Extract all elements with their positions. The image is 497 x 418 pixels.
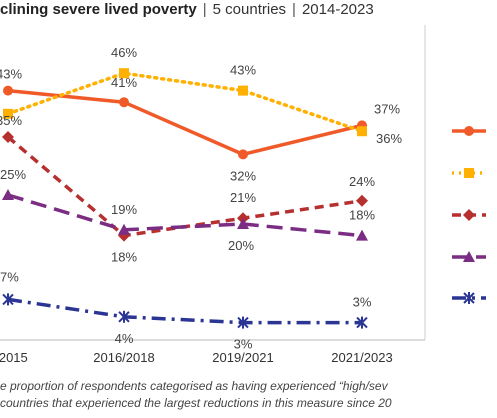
data-point-marker	[119, 97, 129, 108]
data-label: 46%	[111, 45, 137, 60]
axis-layer: 4/2015 2016/2018 2019/2021 2021/2023	[0, 25, 426, 365]
series-line	[6, 71, 364, 133]
x-tick-label: 4/2015	[0, 350, 28, 365]
series-line	[6, 135, 363, 238]
data-label: 41%	[111, 75, 137, 90]
data-point-marker	[356, 229, 368, 241]
data-point-marker	[2, 293, 14, 306]
data-label: 7%	[0, 269, 19, 284]
data-point-marker	[118, 310, 130, 323]
x-tick-label: 2021/2023	[331, 350, 392, 365]
data-point-marker	[464, 126, 474, 136]
data-label: 21%	[230, 190, 256, 205]
data-label: 3%	[234, 337, 253, 352]
subtitle-years: 2014-2023	[301, 1, 374, 18]
data-label: 43%	[230, 63, 256, 78]
caption-line-1: e proportion of respondents categorised …	[0, 379, 388, 393]
series-line	[7, 297, 362, 325]
series-1: 43% 41% 32% 37%	[0, 67, 400, 184]
data-point-marker	[3, 85, 13, 96]
data-point-marker	[238, 85, 248, 96]
title-text: clining severe lived poverty	[0, 1, 197, 18]
data-point-marker	[119, 68, 129, 79]
data-label: 37%	[374, 101, 400, 116]
caption-line-2: countries that experienced the largest r…	[0, 396, 392, 410]
data-label: 20%	[228, 238, 254, 253]
data-label: 3%	[353, 295, 372, 310]
legend-entry	[452, 251, 486, 262]
data-label: 24%	[349, 174, 375, 189]
title-separator: |	[292, 1, 296, 18]
legend-entry	[452, 168, 486, 178]
data-point-marker	[463, 209, 475, 221]
title-separator: |	[202, 1, 207, 18]
x-tick-label: 2019/2021	[212, 350, 273, 365]
data-point-marker	[3, 108, 13, 119]
series-3: 35% 18% 21% 24%	[0, 113, 375, 265]
data-label: 25%	[0, 167, 26, 182]
series-5: 7% 4% 3% 3%	[0, 269, 372, 351]
data-label: 43%	[0, 67, 22, 82]
series-layer: 43%41%32%37%46%43%36%35%18%21%24%25%19%2…	[0, 45, 402, 351]
data-point-marker	[2, 189, 14, 200]
legend	[452, 126, 486, 304]
series-2: 46% 43% 36%	[3, 45, 402, 146]
data-point-marker	[118, 223, 130, 235]
legend-entry	[452, 292, 486, 304]
data-point-marker	[238, 149, 248, 160]
chart-caption: e proportion of respondents categorised …	[0, 378, 497, 412]
series-line	[7, 88, 363, 157]
x-tick-label: 2016/2018	[93, 350, 154, 365]
data-label: 35%	[0, 113, 22, 128]
data-point-marker	[356, 316, 368, 329]
data-point-marker	[356, 194, 368, 207]
series-line	[7, 193, 363, 238]
data-point-marker	[2, 131, 14, 143]
data-point-marker	[463, 251, 475, 262]
legend-entry	[452, 126, 486, 136]
chart-title: clining severe lived poverty | 5 countries…	[0, 0, 497, 22]
data-point-marker	[357, 126, 367, 137]
subtitle-countries: 5 countries	[212, 1, 287, 18]
data-label: 18%	[111, 250, 137, 265]
legend-entry	[452, 209, 486, 221]
data-label: 36%	[376, 131, 402, 146]
data-label: 4%	[115, 331, 134, 346]
data-point-marker	[237, 316, 249, 329]
data-label: 32%	[230, 168, 256, 183]
data-label: 19%	[111, 202, 137, 217]
data-point-marker	[463, 292, 475, 304]
data-point-marker	[464, 168, 474, 178]
data-point-marker	[237, 218, 249, 229]
series-4: 25% 19% 20% 18%	[0, 167, 375, 253]
data-label: 18%	[349, 208, 375, 223]
